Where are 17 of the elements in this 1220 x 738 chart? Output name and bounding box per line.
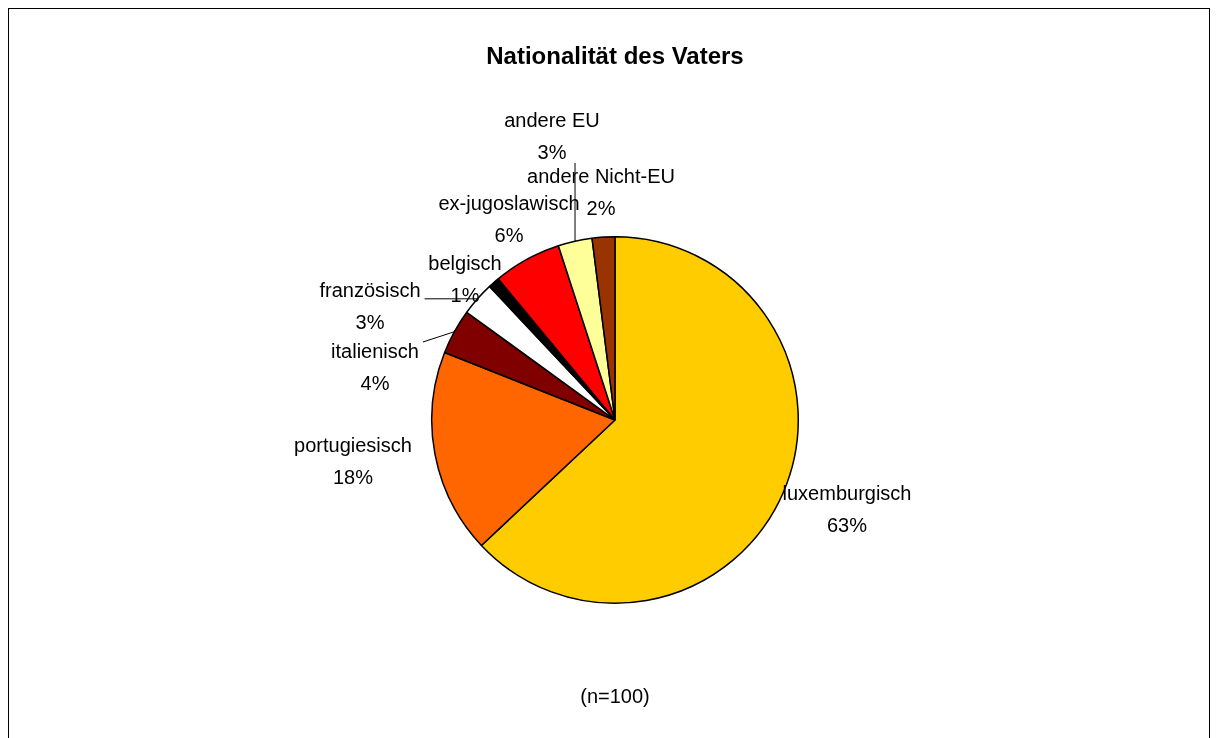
slice-label: ex-jugoslawisch [438,191,580,214]
slice-label: portugiesisch [294,433,412,456]
data-label: 63% [826,513,868,536]
text: (n=100) [580,684,650,707]
slice-label: andere EU [504,108,600,131]
data-label: 4% [360,371,390,394]
slice-label: italienisch [331,339,419,362]
data-label: 3% [355,310,385,333]
data-label: 2% [586,196,616,219]
slice-label: französisch [319,278,421,301]
chart-title: Nationalität des Vaters [486,41,744,69]
slice-label: andere Nicht-EU [527,164,675,187]
slice-label: luxemburgisch [782,481,912,504]
data-label: 3% [537,140,567,163]
data-label: 18% [332,465,374,488]
data-label: 6% [494,223,524,246]
slice-label: belgisch [428,251,502,274]
